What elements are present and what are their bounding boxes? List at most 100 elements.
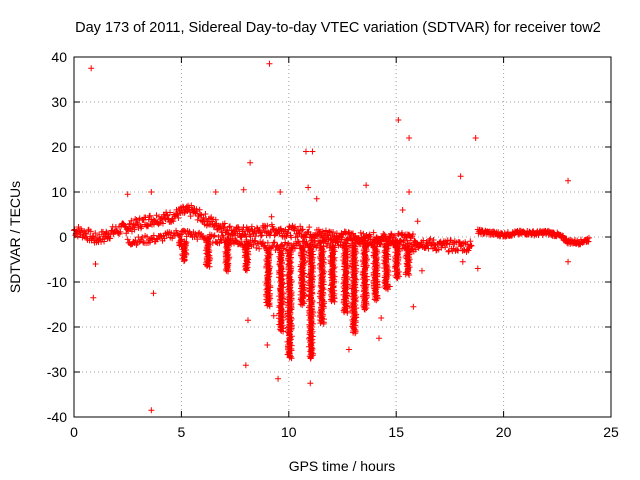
data-point	[390, 234, 397, 241]
y-tick-label: -20	[47, 319, 67, 335]
data-point	[307, 355, 314, 362]
data-point	[128, 217, 135, 224]
data-point	[94, 234, 101, 241]
data-point	[394, 275, 401, 282]
data-point	[248, 226, 255, 233]
chart-title: Day 173 of 2011, Sidereal Day-to-day VTE…	[75, 20, 601, 36]
data-point	[221, 220, 228, 227]
data-point	[196, 212, 203, 219]
outlier-point	[305, 184, 312, 191]
data-point	[266, 303, 273, 310]
data-point	[224, 268, 231, 275]
y-axis-label: SDTVAR / TECUs	[7, 181, 23, 293]
outlier-point	[88, 65, 95, 72]
x-tick-label: 5	[178, 424, 186, 440]
data-point	[442, 244, 449, 251]
outlier-point	[378, 315, 385, 321]
data-point	[331, 298, 338, 305]
data-point	[341, 309, 348, 316]
data-point	[110, 229, 117, 236]
y-tick-label: -10	[47, 274, 67, 290]
data-point	[140, 239, 147, 246]
data-point	[409, 231, 416, 238]
x-tick-label: 25	[603, 424, 619, 440]
x-tick-label: 20	[496, 424, 512, 440]
data-point	[168, 216, 175, 223]
y-tick-label: 20	[51, 139, 67, 155]
outlier-point	[124, 191, 131, 198]
data-point	[391, 232, 398, 239]
data-point	[356, 240, 363, 247]
data-point	[389, 237, 396, 244]
data-point	[297, 223, 304, 230]
data-point	[170, 218, 177, 225]
data-point	[433, 247, 440, 254]
data-point	[297, 301, 304, 308]
data-point	[291, 227, 298, 234]
data-point	[299, 226, 306, 233]
outlier-point	[264, 342, 271, 348]
data-point	[260, 239, 267, 246]
outlier-point	[270, 312, 277, 319]
data-point	[362, 235, 369, 242]
outlier-point	[101, 238, 108, 245]
data-point	[371, 296, 378, 303]
outlier-point	[90, 294, 97, 301]
data-point	[395, 230, 402, 237]
data-point	[299, 301, 306, 308]
outlier-point	[268, 213, 275, 220]
data-point	[357, 229, 364, 236]
data-point	[83, 231, 90, 238]
data-point	[237, 232, 244, 239]
data-point	[213, 239, 220, 246]
data-point	[292, 223, 299, 230]
data-point	[181, 209, 188, 216]
data-point	[376, 240, 383, 247]
data-point	[283, 233, 290, 240]
data-point	[147, 212, 154, 219]
data-point	[87, 228, 94, 235]
data-point	[256, 245, 263, 252]
data-points-layer	[71, 60, 592, 414]
data-point	[317, 320, 324, 327]
y-tick-label: -30	[47, 364, 67, 380]
outlier-point	[242, 362, 249, 369]
x-tick-label: 0	[70, 424, 78, 440]
data-point	[243, 267, 250, 274]
data-point	[176, 232, 183, 239]
data-point	[288, 355, 295, 362]
x-axis-label: GPS time / hours	[289, 458, 396, 474]
data-point	[257, 232, 264, 239]
data-point	[258, 232, 265, 239]
data-point	[467, 238, 474, 245]
data-point	[181, 257, 188, 264]
data-point	[344, 309, 351, 316]
outlier-point	[406, 135, 413, 141]
data-point	[322, 227, 329, 234]
data-point	[252, 233, 259, 240]
outlier-point	[148, 407, 155, 414]
outlier-point	[363, 182, 370, 189]
data-point	[295, 238, 302, 245]
data-point	[180, 258, 187, 265]
data-point	[253, 244, 260, 251]
outlier-point	[565, 177, 572, 184]
data-point	[247, 233, 254, 240]
data-point	[210, 233, 217, 240]
data-point	[144, 222, 151, 229]
data-point	[373, 297, 380, 304]
outlier-point	[474, 265, 481, 272]
data-point	[96, 231, 103, 238]
y-tick-label: 30	[51, 94, 67, 110]
outlier-point	[244, 317, 251, 324]
data-point	[206, 263, 213, 270]
data-point	[397, 238, 404, 245]
data-point	[142, 214, 149, 221]
data-point	[351, 239, 358, 246]
data-point	[232, 237, 239, 244]
data-point	[92, 230, 99, 237]
data-point	[202, 211, 209, 218]
data-point	[361, 306, 368, 312]
outlier-point	[472, 135, 479, 141]
